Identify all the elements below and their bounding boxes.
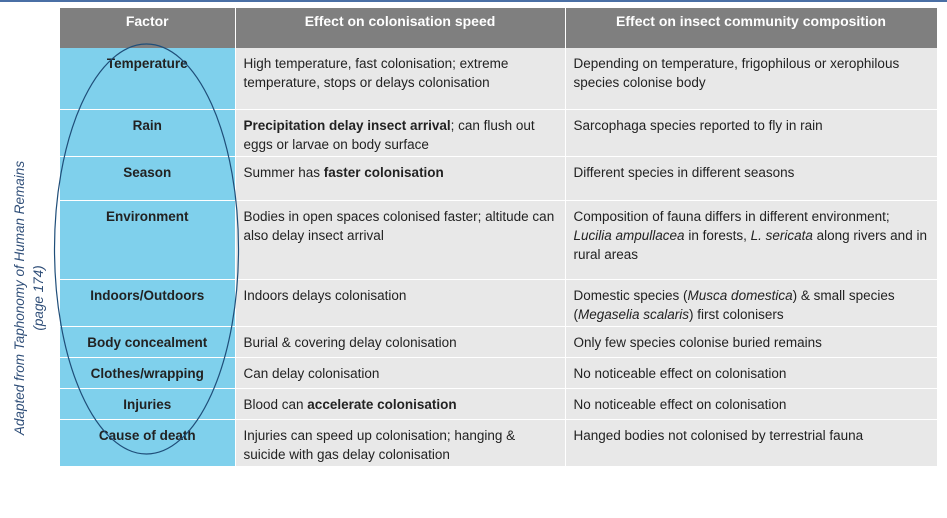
text-segment: Domestic species ( <box>573 287 688 303</box>
header-colonisation-speed: Effect on colonisation speed <box>235 8 566 48</box>
colonisation-speed-cell: Injuries can speed up colonisation; hang… <box>235 419 566 467</box>
text-segment: Megaselia scalaris <box>578 306 690 322</box>
factor-cell: Rain <box>60 109 236 157</box>
community-composition-cell: Different species in different seasons <box>565 156 938 201</box>
text-segment: No noticeable effect on colonisation <box>573 396 787 412</box>
table-header-row: Factor Effect on colonisation speed Effe… <box>60 8 938 48</box>
factor-cell: Indoors/Outdoors <box>60 279 236 327</box>
text-segment: No noticeable effect on colonisation <box>573 365 787 381</box>
text-segment: Musca domestica <box>687 287 793 303</box>
text-segment: Injuries can speed up colonisation; hang… <box>243 427 516 462</box>
table-row: Season Summer has faster colonisation Diff… <box>60 156 938 201</box>
community-composition-cell: Sarcophaga species reported to fly in ra… <box>565 109 938 157</box>
source-caption: Adapted from Taphonomy of Human Remains … <box>2 8 56 456</box>
community-composition-cell: Composition of fauna differs in differen… <box>565 200 938 280</box>
factor-cell: Cause of death <box>60 419 236 467</box>
text-segment: Lucilia ampullacea <box>573 227 685 243</box>
text-segment: accelerate colonisation <box>307 396 457 412</box>
text-segment: along rivers and in rural areas <box>573 227 927 262</box>
text-segment: L. sericata <box>750 227 813 243</box>
text-segment: Indoors delays colonisation <box>243 287 407 303</box>
text-segment: Burial & covering delay colonisation <box>243 334 457 350</box>
text-segment: Depending on temperature, frigophilous o… <box>573 56 900 90</box>
colonisation-speed-cell: Precipitation delay insect arrival; can … <box>235 109 566 157</box>
table-row: Temperature High temperature, fast coloni… <box>60 48 938 110</box>
table-row: Cause of death Injuries can speed up colo… <box>60 419 938 467</box>
factor-cell: Environment <box>60 200 236 280</box>
header-factor: Factor <box>60 8 236 48</box>
text-segment: ) first colonisers <box>689 306 784 322</box>
factor-cell: Clothes/wrapping <box>60 357 236 389</box>
text-segment: Blood can <box>243 396 308 412</box>
table-row: Rain Precipitation delay insect arrival; … <box>60 109 938 157</box>
table-row: Indoors/Outdoors Indoors delays colonisat… <box>60 279 938 327</box>
table-row: Environment Bodies in open spaces colonis… <box>60 200 938 280</box>
community-composition-cell: No noticeable effect on colonisation <box>565 388 938 420</box>
colonisation-speed-cell: Bodies in open spaces colonised faster; … <box>235 200 566 280</box>
text-segment: Composition of fauna differs in differen… <box>573 208 890 224</box>
community-composition-cell: Only few species colonise buried remains <box>565 326 938 358</box>
source-caption-line2: (page 174) <box>31 265 46 331</box>
colonisation-speed-cell: Indoors delays colonisation <box>235 279 566 327</box>
factor-cell: Season <box>60 156 236 201</box>
text-segment: Different species in different seasons <box>573 164 795 180</box>
text-segment: faster colonisation <box>323 164 444 180</box>
colonisation-speed-cell: High temperature, fast colonisation; ext… <box>235 48 566 110</box>
colonisation-speed-cell: Burial & covering delay colonisation <box>235 326 566 358</box>
text-segment: in forests, <box>684 227 751 243</box>
text-segment: High temperature, fast colonisation; ext… <box>243 56 509 90</box>
factors-table: Factor Effect on colonisation speed Effe… <box>60 8 938 467</box>
colonisation-speed-cell: Can delay colonisation <box>235 357 566 389</box>
top-rule <box>0 0 947 2</box>
community-composition-cell: No noticeable effect on colonisation <box>565 357 938 389</box>
table-row: Injuries Blood can accelerate colonisatio… <box>60 388 938 420</box>
text-segment: ) & small species ( <box>573 287 895 322</box>
table-row: Body concealment Burial & covering delay … <box>60 326 938 358</box>
factor-cell: Injuries <box>60 388 236 420</box>
colonisation-speed-cell: Summer has faster colonisation <box>235 156 566 201</box>
text-segment: Can delay colonisation <box>243 365 380 381</box>
factor-cell: Body concealment <box>60 326 236 358</box>
text-segment: Summer has <box>243 164 324 180</box>
table-row: Clothes/wrapping Can delay colonisation No… <box>60 357 938 389</box>
colonisation-speed-cell: Blood can accelerate colonisation <box>235 388 566 420</box>
factor-cell: Temperature <box>60 48 236 110</box>
community-composition-cell: Hanged bodies not colonised by terrestri… <box>565 419 938 467</box>
source-caption-line1: Adapted from Taphonomy of Human Remains <box>12 160 27 436</box>
community-composition-cell: Depending on temperature, frigophilous o… <box>565 48 938 110</box>
text-segment: Bodies in open spaces colonised faster; … <box>243 208 555 243</box>
header-community-composition: Effect on insect community composition <box>565 8 938 48</box>
text-segment: Only few species colonise buried remains <box>573 334 822 350</box>
text-segment: ; can flush out eggs or larvae on body s… <box>243 117 535 152</box>
community-composition-cell: Domestic species (Musca domestica) & sma… <box>565 279 938 327</box>
text-segment: Precipitation delay insect arrival <box>243 117 451 133</box>
text-segment: Sarcophaga species reported to fly in ra… <box>573 117 823 133</box>
text-segment: Hanged bodies not colonised by terrestri… <box>573 427 864 443</box>
